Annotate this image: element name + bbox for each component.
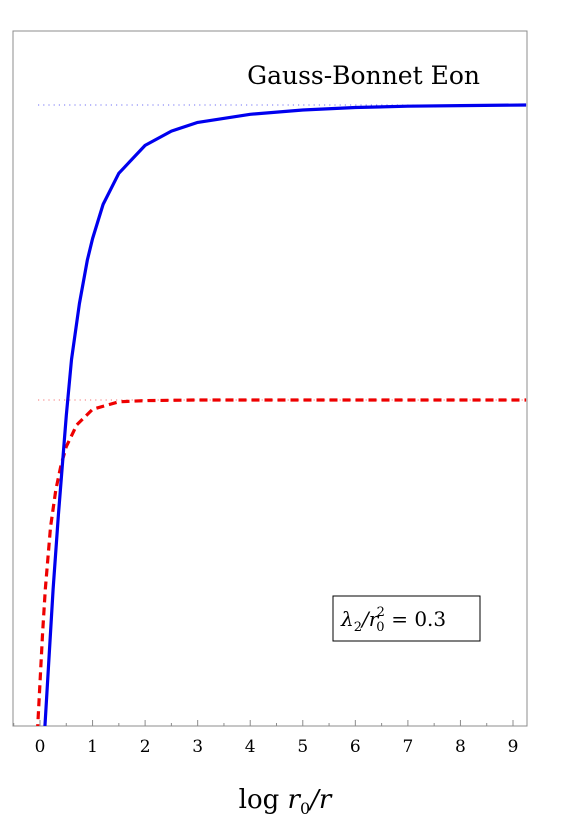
x-tick-label-7: 7: [402, 737, 413, 757]
annotation-box: λ2/r02 = 0.3: [332, 595, 481, 642]
x-tick-label-2: 2: [140, 737, 151, 757]
x-axis-label: log r0/r: [239, 785, 333, 818]
x-tick-label-1: 1: [87, 737, 98, 757]
annotation-rhs: = 0.3: [385, 607, 446, 631]
annotation-r-sup: 2: [377, 605, 385, 620]
x-axis-label-pre: log: [239, 785, 288, 815]
x-tick-label-4: 4: [245, 737, 256, 757]
x-tick-label-3: 3: [192, 737, 203, 757]
annotation-text: λ2/r02 = 0.3: [340, 605, 446, 635]
annotation-lambda: λ: [340, 607, 354, 631]
series-line-1: [43, 103, 527, 726]
chart-title: Gauss-Bonnet Eon: [247, 61, 480, 90]
series-line-2: [36, 398, 527, 726]
x-tick-label-9: 9: [508, 737, 519, 757]
annotation-slash-r: /r: [360, 607, 380, 631]
x-tick-label-8: 8: [455, 737, 466, 757]
annotation-lambda-sub: 2: [354, 620, 362, 635]
x-tick-label-6: 6: [350, 737, 361, 757]
x-axis-label-sub: 0: [300, 799, 310, 818]
annotation-r-sub: 0: [376, 620, 384, 635]
plot-frame: [12, 30, 528, 727]
x-tick-label-5: 5: [297, 737, 308, 757]
x-axis-label-r: r: [288, 785, 302, 815]
x-tick-label-0: 0: [35, 737, 46, 757]
x-axis-label-post: /r: [307, 785, 333, 815]
annotation-frame: [332, 595, 481, 642]
